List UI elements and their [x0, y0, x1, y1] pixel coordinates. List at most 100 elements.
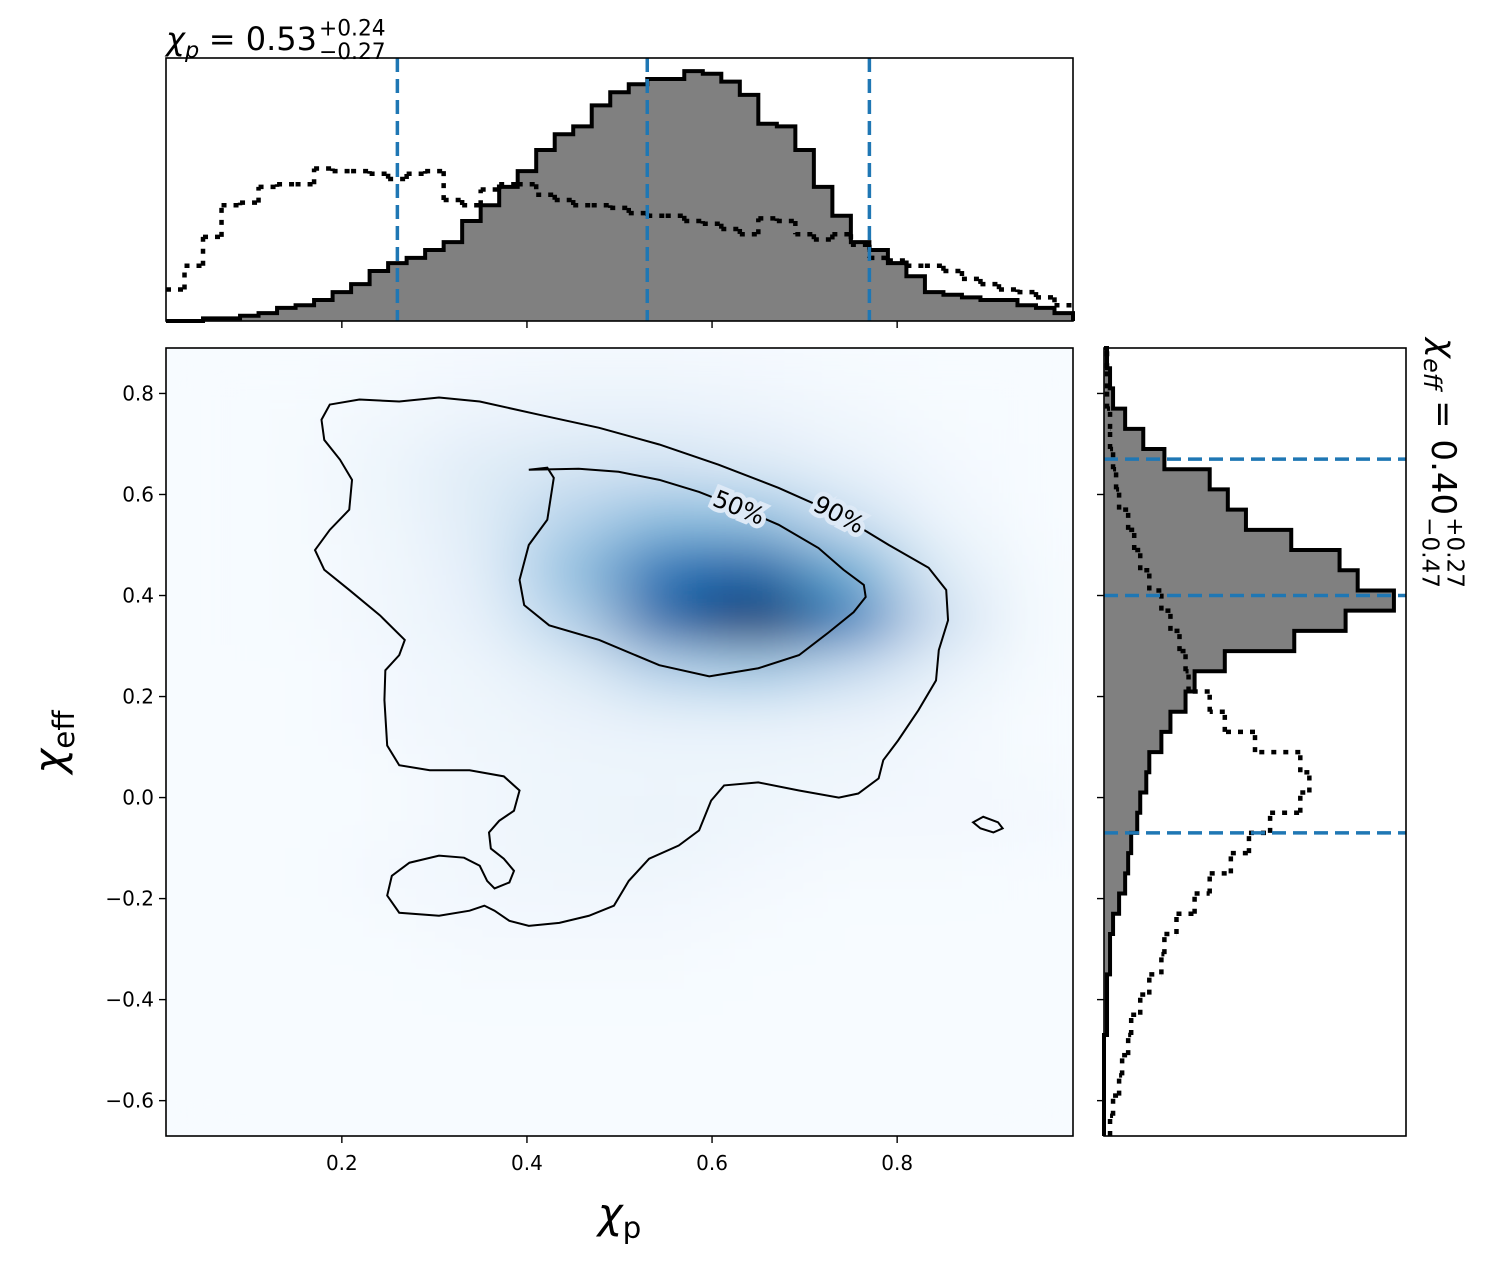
density-cell	[248, 493, 343, 546]
density-cell	[989, 847, 1073, 900]
label-upper: +0.24	[319, 17, 386, 42]
density-cell	[619, 847, 713, 900]
density-cell	[433, 493, 528, 546]
heatmap	[166, 348, 1073, 1136]
histogram-bar	[369, 270, 389, 322]
histogram-bar	[1103, 630, 1295, 652]
density-cell	[711, 847, 806, 900]
x-tick-label: 0.2	[326, 1151, 358, 1175]
density-cell	[433, 443, 528, 495]
density-cell	[166, 999, 250, 1051]
density-cell	[248, 847, 343, 900]
density-cell	[896, 696, 991, 748]
density-cell	[619, 392, 713, 445]
histogram-bar	[480, 204, 500, 322]
y-tick-label: −0.6	[105, 1089, 154, 1113]
density-cell	[989, 1049, 1073, 1102]
density-cell	[526, 948, 620, 1001]
density-cell	[896, 1100, 991, 1136]
y-tick-label: 0.2	[122, 685, 154, 709]
density-cell	[896, 797, 991, 849]
density-cell	[804, 898, 898, 950]
density-cell	[526, 1049, 620, 1102]
density-cell	[711, 696, 806, 748]
density-cell	[526, 696, 620, 748]
density-cell	[166, 847, 250, 900]
histogram-bar	[1103, 408, 1126, 430]
histogram-bar	[906, 275, 926, 322]
histogram-bar	[869, 249, 889, 322]
density-cell	[804, 443, 898, 495]
density-cell	[433, 544, 528, 597]
histogram-bar	[1103, 852, 1129, 874]
histogram-bar	[1103, 691, 1186, 712]
density-cell	[804, 595, 898, 647]
histogram-bar	[683, 70, 704, 322]
density-cell	[341, 1049, 435, 1102]
histogram-bar	[943, 294, 963, 322]
label-subscript: eff	[47, 710, 81, 749]
density-cell	[896, 645, 991, 698]
density-cell	[804, 645, 898, 698]
histogram-bar	[998, 299, 1018, 322]
density-cell	[989, 898, 1073, 950]
density-cell	[433, 645, 528, 698]
density-cell	[526, 595, 620, 647]
density-cell	[341, 797, 435, 849]
density-cell	[341, 746, 435, 799]
density-cell	[989, 348, 1073, 394]
histogram-bar	[1017, 304, 1037, 322]
histogram-bar	[313, 299, 333, 322]
density-cell	[526, 1100, 620, 1136]
histogram-bar	[813, 186, 833, 322]
density-cell	[619, 948, 713, 1001]
density-cell	[433, 1100, 528, 1136]
label-value: = 0.40	[1423, 400, 1463, 515]
histogram-bar	[1103, 792, 1141, 814]
histogram-bar	[924, 291, 944, 322]
density-cell	[896, 847, 991, 900]
density-cell	[619, 443, 713, 495]
density-cell	[166, 948, 250, 1001]
density-cell	[619, 595, 713, 647]
density-cell	[248, 645, 343, 698]
density-cell	[341, 595, 435, 647]
density-cell	[711, 595, 806, 647]
density-cell	[711, 1049, 806, 1102]
label-symbol: χ	[596, 1189, 625, 1238]
density-cell	[896, 392, 991, 445]
histogram-bar	[887, 262, 907, 322]
histogram-bar	[406, 257, 426, 322]
density-cell	[619, 348, 713, 394]
density-cell	[711, 1100, 806, 1136]
histogram-bar	[980, 299, 1000, 322]
density-cell	[248, 348, 343, 394]
histogram-bar	[461, 220, 481, 322]
histogram-bar	[1103, 650, 1226, 672]
density-cell	[248, 999, 343, 1051]
density-cell	[433, 948, 528, 1001]
density-cell	[896, 493, 991, 546]
density-cell	[248, 948, 343, 1001]
density-cell	[526, 493, 620, 546]
density-cell	[248, 392, 343, 445]
density-cell	[526, 392, 620, 445]
histogram-bar	[628, 84, 648, 322]
density-cell	[433, 696, 528, 748]
density-cell	[341, 1100, 435, 1136]
histogram-bar	[702, 73, 722, 322]
density-cell	[804, 847, 898, 900]
density-cell	[619, 999, 713, 1051]
density-cell	[989, 948, 1073, 1001]
density-cell	[248, 1049, 343, 1102]
density-cell	[166, 493, 250, 546]
density-cell	[248, 443, 343, 495]
heatmap-clip	[166, 348, 1073, 1136]
histogram-bar	[1103, 468, 1210, 490]
density-cell	[711, 898, 806, 950]
histogram-bar	[721, 81, 741, 322]
contour	[313, 396, 1005, 927]
density-cell	[341, 999, 435, 1051]
histogram-bar	[443, 241, 463, 322]
